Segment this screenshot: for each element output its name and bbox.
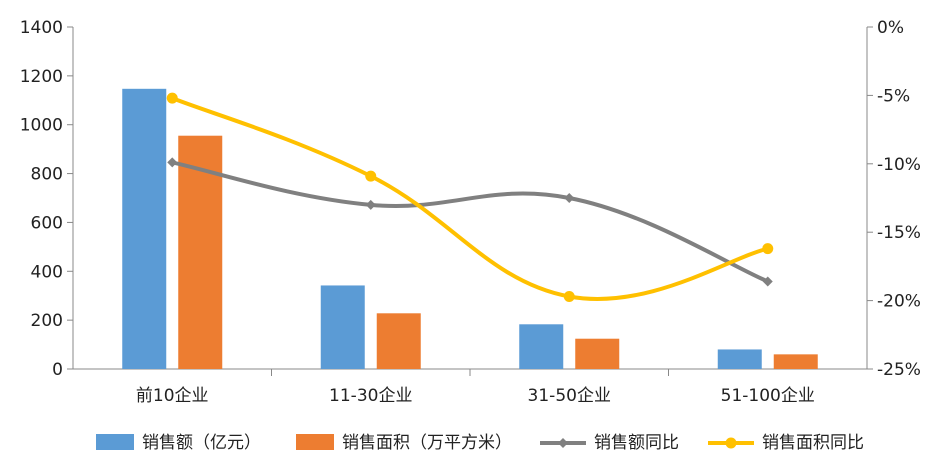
left-tick-label: 1000 bbox=[20, 116, 63, 136]
bar-sales-amount bbox=[717, 349, 762, 369]
point-sales-area-yoy bbox=[563, 290, 575, 302]
point-sales-area-yoy bbox=[365, 170, 377, 182]
x-category-label: 11-30企业 bbox=[329, 386, 412, 406]
bar-sales-amount bbox=[519, 324, 564, 369]
legend-label-sales-area: 销售面积（万平方米） bbox=[342, 433, 512, 453]
point-sales-amount-yoy bbox=[365, 199, 376, 210]
x-category-label: 前10企业 bbox=[136, 386, 209, 406]
point-sales-area-yoy bbox=[762, 243, 774, 255]
point-sales-amount-yoy bbox=[762, 276, 773, 287]
left-tick-label: 800 bbox=[31, 165, 63, 185]
legend-label-sales-amount: 销售额（亿元） bbox=[142, 433, 261, 453]
legend-marker-sales-area-yoy bbox=[725, 437, 737, 449]
left-tick-label: 600 bbox=[31, 213, 63, 233]
legend-marker-sales-amount-yoy bbox=[558, 438, 568, 448]
bar-sales-amount bbox=[320, 285, 365, 369]
right-tick-label: -25% bbox=[877, 360, 921, 380]
right-tick-label: -15% bbox=[877, 223, 921, 243]
legend-swatch-sales-area bbox=[296, 434, 334, 450]
point-sales-amount-yoy bbox=[167, 157, 178, 168]
bar-sales-area bbox=[376, 313, 421, 369]
left-tick-label: 1200 bbox=[20, 67, 63, 87]
left-tick-label: 400 bbox=[31, 262, 63, 282]
right-tick-label: -5% bbox=[877, 86, 910, 106]
legend-swatch-sales-amount bbox=[96, 434, 134, 450]
bar-sales-area bbox=[773, 354, 818, 369]
point-sales-amount-yoy bbox=[564, 193, 575, 203]
left-tick-label: 0 bbox=[52, 360, 63, 380]
left-tick-label: 200 bbox=[31, 311, 63, 331]
bar-sales-amount bbox=[122, 88, 167, 369]
point-sales-area-yoy bbox=[166, 92, 178, 104]
left-tick-label: 1400 bbox=[20, 18, 63, 38]
line-sales-area-yoy bbox=[170, 96, 770, 301]
right-tick-label: 0% bbox=[877, 18, 904, 38]
right-tick-label: -10% bbox=[877, 155, 921, 175]
bar-sales-area bbox=[575, 338, 620, 369]
x-category-label: 31-50企业 bbox=[528, 386, 611, 406]
legend-label-sales-area-yoy: 销售面积同比 bbox=[762, 433, 864, 453]
x-category-label: 51-100企业 bbox=[721, 386, 815, 406]
right-tick-label: -20% bbox=[877, 292, 921, 312]
legend-label-sales-amount-yoy: 销售额同比 bbox=[594, 433, 679, 453]
line-sales-amount-yoy bbox=[170, 160, 770, 284]
